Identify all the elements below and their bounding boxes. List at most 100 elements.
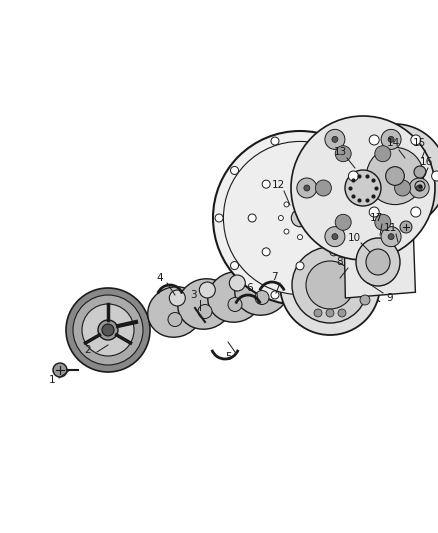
Circle shape — [215, 214, 223, 222]
Circle shape — [332, 136, 338, 142]
Circle shape — [66, 288, 150, 372]
Circle shape — [321, 291, 329, 299]
Circle shape — [230, 166, 239, 174]
Circle shape — [168, 312, 182, 327]
Circle shape — [416, 185, 422, 191]
Text: 6: 6 — [247, 283, 253, 293]
Text: 2: 2 — [85, 345, 91, 355]
Circle shape — [230, 262, 239, 270]
Circle shape — [335, 214, 351, 230]
Circle shape — [344, 214, 352, 222]
Circle shape — [284, 202, 289, 207]
Circle shape — [296, 166, 304, 174]
Circle shape — [255, 290, 269, 304]
Circle shape — [381, 227, 401, 247]
Text: 1: 1 — [49, 375, 55, 385]
Text: 5: 5 — [225, 352, 231, 362]
Circle shape — [271, 137, 279, 145]
Circle shape — [361, 262, 370, 270]
Circle shape — [256, 268, 272, 284]
Circle shape — [321, 137, 329, 145]
Circle shape — [409, 178, 429, 198]
Text: 14: 14 — [386, 138, 399, 148]
Circle shape — [414, 166, 426, 178]
Polygon shape — [344, 228, 415, 298]
Ellipse shape — [148, 287, 202, 337]
Circle shape — [330, 248, 338, 256]
Ellipse shape — [366, 249, 390, 275]
Circle shape — [375, 214, 391, 230]
Circle shape — [279, 215, 283, 221]
Text: 16: 16 — [419, 157, 433, 167]
Circle shape — [381, 130, 401, 149]
Text: 8: 8 — [337, 257, 343, 267]
Circle shape — [345, 170, 381, 206]
Circle shape — [326, 309, 334, 317]
Text: 17: 17 — [369, 213, 383, 223]
Circle shape — [292, 247, 368, 323]
Circle shape — [369, 207, 379, 217]
Circle shape — [304, 185, 310, 191]
Circle shape — [284, 229, 289, 234]
Circle shape — [311, 229, 316, 234]
Circle shape — [330, 180, 338, 188]
Circle shape — [291, 116, 435, 260]
Circle shape — [223, 141, 377, 295]
Circle shape — [82, 304, 134, 356]
Ellipse shape — [356, 238, 400, 286]
Circle shape — [348, 171, 358, 181]
Circle shape — [213, 131, 387, 305]
Circle shape — [98, 320, 118, 340]
Circle shape — [315, 180, 332, 196]
Circle shape — [271, 291, 279, 299]
Circle shape — [343, 124, 438, 228]
Circle shape — [317, 215, 321, 221]
Circle shape — [361, 166, 370, 174]
Circle shape — [325, 227, 345, 247]
Text: 13: 13 — [333, 147, 346, 157]
Circle shape — [314, 309, 322, 317]
Circle shape — [170, 290, 185, 306]
Circle shape — [73, 295, 143, 365]
Circle shape — [297, 235, 303, 240]
Circle shape — [262, 248, 270, 256]
Circle shape — [53, 363, 67, 377]
Circle shape — [296, 262, 304, 270]
Circle shape — [311, 202, 316, 207]
Circle shape — [297, 196, 303, 201]
Circle shape — [411, 135, 421, 145]
Text: 7: 7 — [271, 272, 277, 282]
Circle shape — [230, 275, 245, 291]
Circle shape — [306, 261, 354, 309]
Circle shape — [198, 304, 212, 319]
Circle shape — [297, 178, 317, 198]
Circle shape — [377, 214, 385, 222]
Circle shape — [335, 146, 351, 161]
Text: 11: 11 — [383, 223, 397, 233]
Text: 12: 12 — [272, 180, 285, 190]
Circle shape — [431, 171, 438, 181]
Text: 9: 9 — [387, 293, 393, 303]
Circle shape — [199, 282, 215, 298]
Circle shape — [400, 221, 412, 233]
Text: 3: 3 — [190, 290, 196, 300]
Circle shape — [248, 214, 256, 222]
Circle shape — [262, 180, 270, 188]
Text: 10: 10 — [347, 233, 360, 243]
Ellipse shape — [208, 272, 262, 322]
Ellipse shape — [235, 265, 289, 315]
Circle shape — [360, 295, 370, 305]
Circle shape — [367, 148, 424, 205]
Circle shape — [395, 180, 410, 196]
Circle shape — [369, 135, 379, 145]
Circle shape — [375, 146, 391, 161]
Ellipse shape — [178, 279, 232, 329]
Circle shape — [332, 233, 338, 240]
Text: 4: 4 — [157, 273, 163, 283]
Circle shape — [228, 297, 242, 311]
Circle shape — [388, 233, 394, 240]
Circle shape — [338, 309, 346, 317]
Circle shape — [385, 167, 404, 185]
Circle shape — [411, 207, 421, 217]
Circle shape — [291, 209, 309, 227]
